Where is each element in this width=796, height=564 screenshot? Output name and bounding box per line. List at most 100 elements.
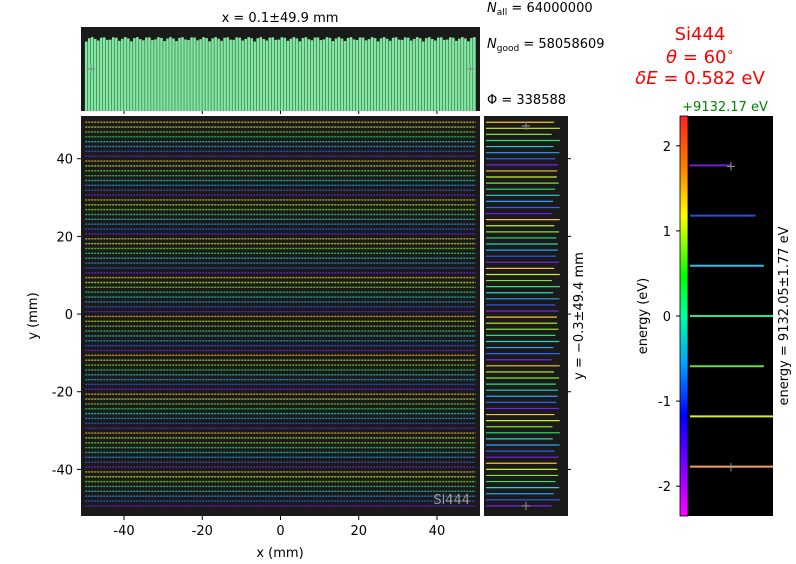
top-histogram-bar <box>400 39 404 111</box>
top-histogram-bar <box>163 41 166 111</box>
x-axis-label: x (mm) <box>256 546 303 561</box>
top-histogram-bar <box>87 38 91 111</box>
top-histogram-bar <box>418 38 422 111</box>
top-histogram-bar <box>430 38 434 111</box>
top-histogram-bar <box>118 40 121 112</box>
top-histogram-bar <box>406 37 410 111</box>
x-tick-label: 20 <box>350 524 367 539</box>
top-histogram-bar <box>193 37 196 111</box>
x-tick-label: 40 <box>429 524 446 539</box>
top-histogram-bar <box>394 37 398 112</box>
top-histogram-bar <box>304 37 308 111</box>
crystal-watermark: Si444 <box>433 493 470 508</box>
top-histogram-bar <box>452 37 455 112</box>
plus-marker: + <box>726 461 737 476</box>
side-histogram-label: y = −0.3±49.4 mm <box>572 252 587 380</box>
energy-histogram-lines: ++ <box>690 159 773 476</box>
top-histogram-bar <box>349 37 353 111</box>
top-histogram-bar <box>274 39 278 112</box>
top-histogram-bar <box>265 40 269 112</box>
top-histogram-bar <box>388 40 392 111</box>
plus-marker: + <box>85 62 96 77</box>
x-tick-label: -40 <box>113 524 134 539</box>
top-histogram-bar <box>187 40 190 112</box>
top-histogram-bar <box>124 37 127 112</box>
energy-axis-label: energy (eV) <box>636 278 651 354</box>
top-histogram-bar <box>352 39 356 112</box>
top-histogram-bar <box>313 37 317 111</box>
top-histogram-bar <box>292 37 296 111</box>
top-histogram-bar <box>461 37 464 111</box>
top-histogram-bar <box>214 37 217 111</box>
main-x-ticks: -40 -20 0 20 40 <box>113 516 445 539</box>
top-histogram-bar <box>346 37 350 112</box>
top-histogram-bar <box>403 37 407 111</box>
top-histogram-bar <box>184 39 187 111</box>
top-histogram-bar <box>376 41 380 111</box>
top-histogram-bar <box>229 39 232 111</box>
y-tick-label: 40 <box>56 153 73 168</box>
top-histogram-bar <box>370 37 374 111</box>
y-tick-label: -20 <box>52 386 73 401</box>
top-histogram-bar <box>256 38 260 111</box>
top-histogram-bar <box>253 41 257 111</box>
top-histogram-bar <box>364 40 368 111</box>
top-histogram-bar <box>337 37 341 111</box>
top-histogram-bar <box>133 38 136 111</box>
side-histogram-ticks <box>568 158 571 470</box>
top-histogram-bar <box>196 40 199 111</box>
top-histogram-bar <box>397 39 401 112</box>
top-histogram-bar <box>340 38 344 111</box>
top-histogram-bar <box>307 39 311 111</box>
side-histogram-panel <box>484 116 568 516</box>
side-histogram-lines: ++ <box>486 119 560 514</box>
plus-marker: + <box>521 119 532 134</box>
top-histogram-bar <box>160 37 163 111</box>
top-histogram-bar <box>99 37 103 111</box>
top-histogram-bar <box>445 39 449 111</box>
top-histogram-bar <box>455 40 458 112</box>
top-histogram-bar <box>467 41 470 112</box>
energy-offset-label: +9132.17 eV <box>682 100 768 115</box>
top-histogram-bar <box>449 37 452 111</box>
top-histogram-bar <box>268 37 272 111</box>
crystal-name: Si444 <box>675 24 726 45</box>
top-histogram-bar <box>298 41 302 112</box>
top-histogram-bar <box>280 37 284 112</box>
top-histogram-bar <box>190 37 193 111</box>
top-histogram-bars: + + <box>84 37 476 114</box>
top-histogram-bar <box>166 38 169 112</box>
top-histogram-bar <box>316 37 320 111</box>
y-tick-label: -40 <box>52 463 73 478</box>
top-histogram-bar <box>385 38 389 111</box>
main-y-ticks: -40 -20 0 20 40 <box>52 153 81 478</box>
crystal-theta: θ = 60∘ <box>666 45 734 68</box>
energy-tick-label: -1 <box>658 395 671 410</box>
top-histogram-bar <box>328 37 332 111</box>
energy-tick-label: -2 <box>658 480 671 495</box>
top-histogram-bar <box>343 40 347 111</box>
x-tick-label: -20 <box>192 524 213 539</box>
top-histogram-bar <box>322 39 326 112</box>
top-histogram-bar <box>208 41 211 111</box>
top-histogram-bar <box>127 38 130 112</box>
top-histogram-bar <box>244 38 248 111</box>
top-histogram-bar <box>111 37 115 111</box>
y-tick-label: 20 <box>56 230 73 245</box>
plus-marker: + <box>465 62 476 77</box>
top-histogram-bar <box>373 38 377 111</box>
top-histogram-bar <box>433 40 437 111</box>
top-histogram-bar <box>358 37 362 111</box>
top-histogram-bar <box>473 37 476 112</box>
top-histogram-bar <box>458 38 461 111</box>
top-histogram-bar <box>436 37 440 112</box>
top-histogram-bar <box>115 37 118 112</box>
top-histogram-bar <box>181 37 184 111</box>
top-histogram-bar <box>220 40 223 112</box>
top-histogram-bar <box>235 37 238 111</box>
energy-tick-label: 2 <box>663 140 671 155</box>
top-histogram-bar <box>424 38 428 111</box>
top-histogram-bar <box>217 38 220 111</box>
n-good-stat: Ngood = 58058609 <box>487 37 605 54</box>
top-histogram-bar <box>238 37 241 111</box>
